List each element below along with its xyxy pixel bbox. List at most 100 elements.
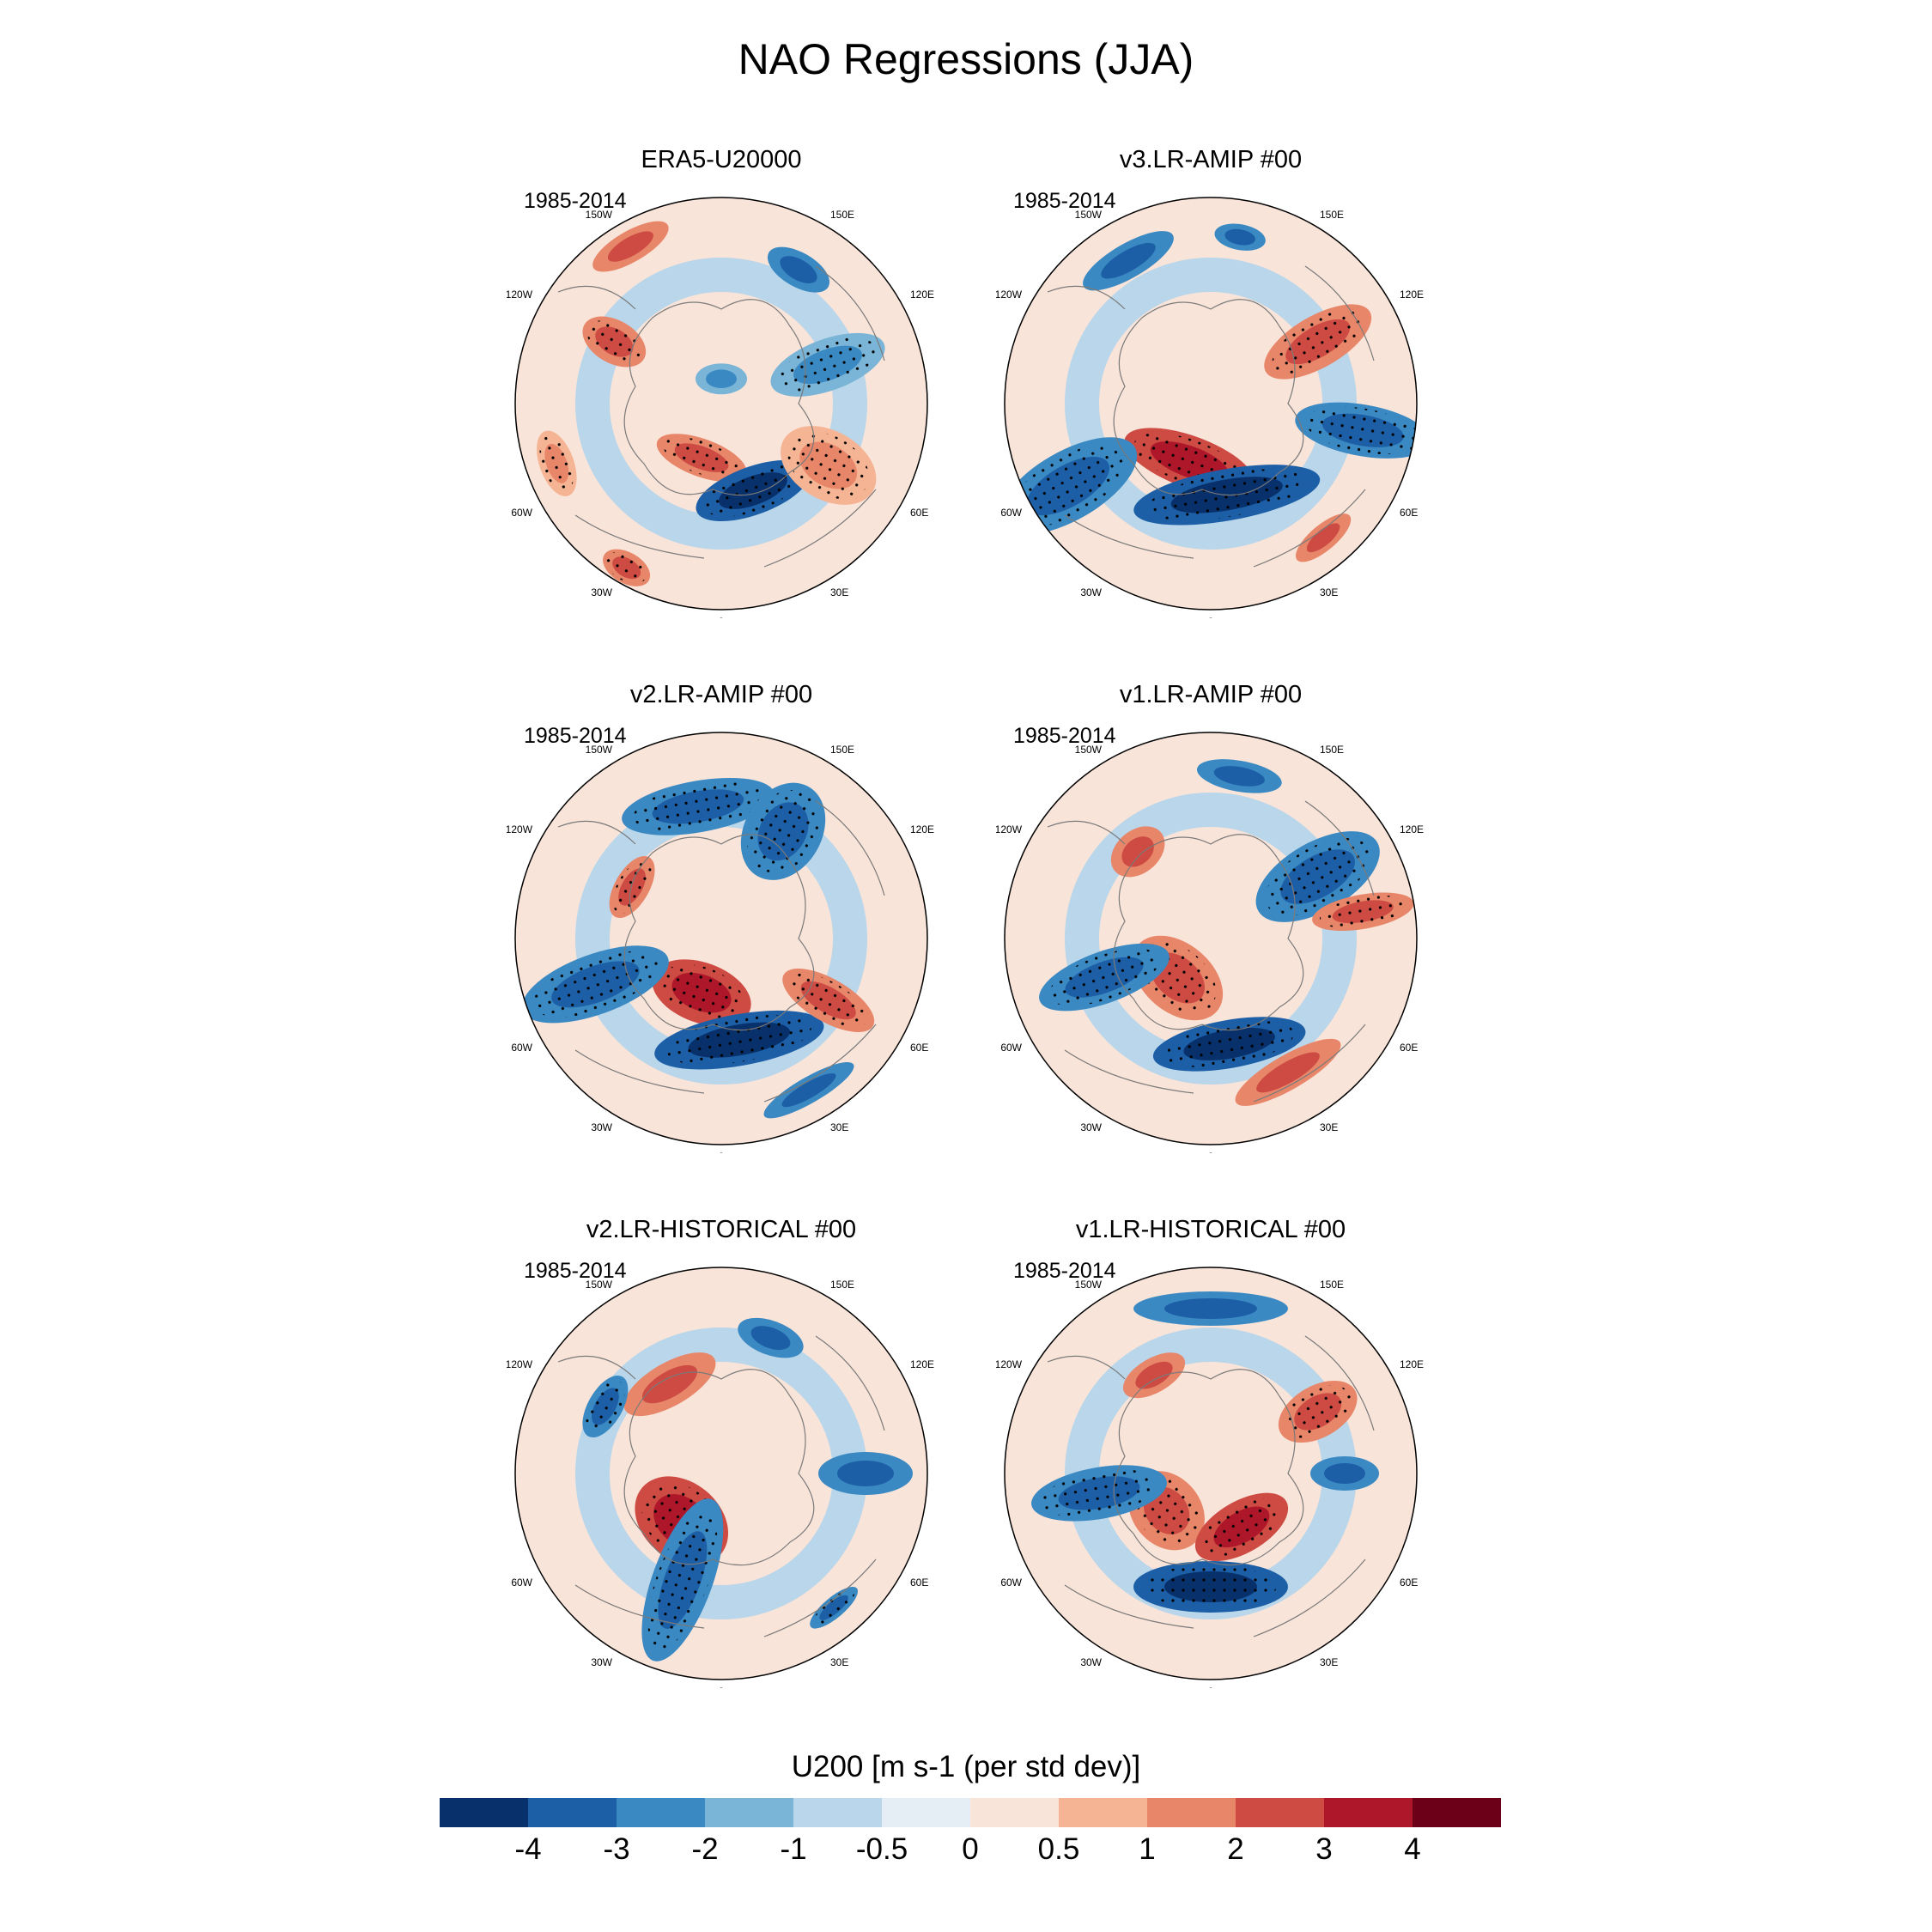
- longitude-label: 120E: [910, 1358, 934, 1370]
- polar-map: 180150E120E90E60E30E030W60W90W120W150W: [996, 724, 1424, 1153]
- significance-stipple: [633, 781, 763, 831]
- panel-title: v1.LR-HISTORICAL #00: [1075, 1216, 1346, 1243]
- longitude-label: 0: [719, 1686, 725, 1688]
- longitude-label: 60W: [1000, 507, 1022, 519]
- period-label: 1985-2014: [1013, 189, 1116, 213]
- longitude-label: 60W: [511, 1042, 532, 1054]
- longitude-label: 60W: [1000, 1577, 1022, 1589]
- significance-stipple: [747, 790, 819, 873]
- longitude-label: 120W: [507, 289, 533, 301]
- colorbar-tick-label: 1: [1139, 1832, 1156, 1866]
- significance-stipple: [586, 1380, 625, 1433]
- anomaly-core: [1121, 836, 1154, 867]
- significance-stipple: [1009, 444, 1127, 528]
- map-border: [1004, 1267, 1418, 1680]
- significance-stipple: [1145, 1564, 1277, 1609]
- colorbar-segment: [528, 1798, 617, 1827]
- longitude-label: 30E: [830, 1656, 848, 1668]
- coastline: [1113, 299, 1304, 496]
- colorbar-segment: [705, 1798, 794, 1827]
- longitude-label: 60E: [910, 507, 928, 519]
- polar-map: 180150E120E90E60E30E030W60W90W120W150W: [507, 724, 934, 1153]
- panel-title: ERA5-U20000: [641, 146, 802, 173]
- significance-stipple: [704, 465, 802, 517]
- significance-stipple: [1265, 838, 1371, 915]
- anomaly-core: [1135, 1361, 1173, 1389]
- longitude-label: 120W: [996, 1358, 1023, 1370]
- map-panel: v1.LR-AMIP #001985-2014180150E120E90E60E…: [987, 681, 1434, 1162]
- coastline: [623, 1369, 815, 1566]
- period-label: 1985-2014: [524, 189, 627, 213]
- colorbar-tick-label: -4: [514, 1832, 542, 1866]
- longitude-label: 30W: [591, 1656, 612, 1668]
- significance-stipple: [539, 435, 574, 492]
- anomaly-core: [1256, 1052, 1320, 1093]
- longitude-label: 150E: [1320, 1279, 1344, 1291]
- longitude-label: 0: [1208, 1151, 1214, 1153]
- colorbar: [440, 1798, 1501, 1827]
- colorbar-segment: [617, 1798, 706, 1827]
- period-label: 1985-2014: [524, 724, 627, 748]
- significance-stipple: [1272, 309, 1364, 374]
- polar-map: 180150E120E90E60E30E030W60W90W120W150W: [507, 1259, 934, 1688]
- significance-stipple: [787, 432, 870, 499]
- significance-stipple: [606, 551, 647, 584]
- period-label: 1985-2014: [1013, 1259, 1116, 1283]
- map-panel: ERA5-U200001985-2014180150E120E90E60E30E…: [498, 146, 945, 627]
- colorbar-segment: [1059, 1798, 1148, 1827]
- map-background: [1005, 197, 1417, 610]
- significance-stipple: [1048, 948, 1160, 1006]
- map-background: [1005, 732, 1417, 1145]
- coastline: [557, 1335, 885, 1637]
- colorbar-segment: [1324, 1798, 1413, 1827]
- anomaly-core: [1164, 1298, 1257, 1319]
- anomaly-core: [750, 1326, 791, 1351]
- coastline: [1047, 800, 1375, 1103]
- longitude-label: 180: [713, 189, 730, 191]
- longitude-label: 30W: [591, 586, 612, 598]
- longitude-label: 60W: [1000, 1042, 1022, 1054]
- longitude-label: 120E: [1400, 823, 1424, 835]
- anomaly-band: [575, 258, 867, 550]
- longitude-label: 120E: [1400, 1358, 1424, 1370]
- colorbar-title: U200 [m s-1 (per std dev)]: [791, 1750, 1141, 1783]
- anomaly-core: [1213, 766, 1265, 787]
- longitude-label: 30W: [1080, 586, 1102, 598]
- significance-stipple: [1305, 406, 1417, 455]
- colorbar-tick-label: 3: [1315, 1832, 1333, 1866]
- colorbar-tick-label: -3: [603, 1832, 630, 1866]
- longitude-label: 180: [1202, 724, 1219, 726]
- map-panel: v2.LR-HISTORICAL #00 1985-2014 180 150E 120E…: [498, 1216, 945, 1697]
- longitude-label: 180: [1202, 189, 1219, 191]
- longitude-label: 0: [1208, 616, 1214, 618]
- longitude-label: 150W: [586, 744, 613, 756]
- significance-stipple: [1164, 1020, 1295, 1067]
- longitude-label: 120E: [910, 823, 934, 835]
- map-panel: v3.LR-AMIP #001985-2014180150E120E90E60E…: [987, 146, 1434, 627]
- map-background: [515, 197, 927, 610]
- map-border: [1004, 197, 1418, 611]
- significance-stipple: [789, 973, 868, 1028]
- longitude-label: 30E: [1320, 1121, 1338, 1133]
- significance-stipple: [647, 1510, 718, 1649]
- significance-stipple: [1284, 1385, 1352, 1438]
- longitude-label: 30E: [830, 1121, 848, 1133]
- longitude-label: 120W: [507, 1358, 533, 1370]
- figure-title: NAO Regressions (JJA): [738, 35, 1194, 83]
- map-panel: v1.LR-HISTORICAL #00 1985-2014 180 150E 120E…: [987, 1216, 1434, 1697]
- longitude-label: 150E: [830, 1279, 854, 1291]
- longitude-label: 120E: [1400, 289, 1424, 301]
- longitude-label: 120W: [996, 823, 1023, 835]
- longitude-label: 60E: [910, 1042, 928, 1054]
- colorbar-segment: [970, 1798, 1060, 1827]
- longitude-label: 30E: [1320, 1656, 1338, 1668]
- coastline: [557, 800, 885, 1103]
- coastline: [1047, 265, 1375, 568]
- significance-stipple: [663, 437, 740, 478]
- colorbar-tick-label: -0.5: [855, 1832, 908, 1866]
- longitude-label: 150W: [1075, 744, 1103, 756]
- panel-title: v3.LR-AMIP #00: [1119, 146, 1303, 173]
- coastline: [623, 834, 815, 1031]
- significance-stipple: [586, 319, 641, 364]
- longitude-label: 120W: [996, 289, 1023, 301]
